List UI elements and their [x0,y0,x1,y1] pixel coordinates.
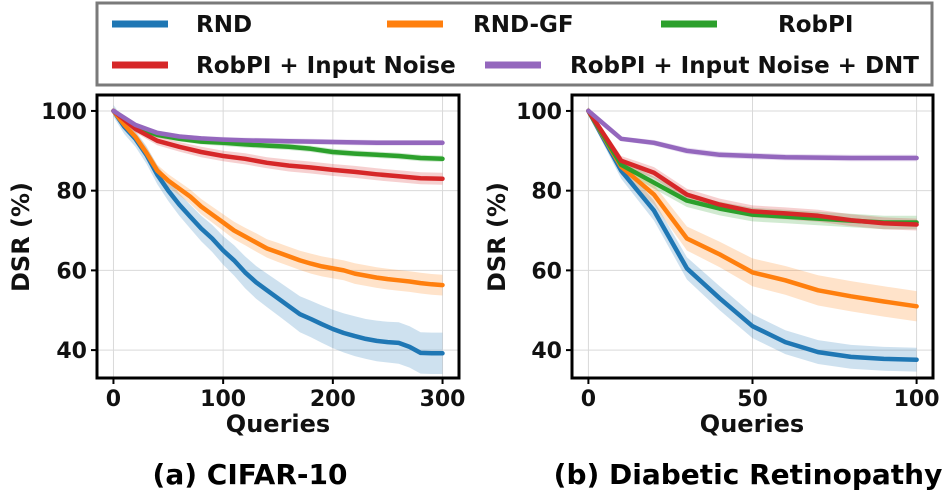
band-rnd-gf [113,107,443,296]
legend-label-rnd: RND [196,12,252,38]
band-robpi [588,107,917,230]
axes-frame-cifar10 [95,93,461,380]
x-tick-label: 0 [106,387,121,412]
ylabel-diabetic-retinopathy: DSR (%) [483,182,511,292]
chart-diabetic-retinopathy: 0 50 100 40 60 80 100 DSR (%) Queries (b) Diab… [483,93,943,491]
series-line-rnd-gf [111,108,445,288]
legend-label-robpi: RobPI [778,12,853,38]
series-line-rnd [586,108,919,362]
ylabel-cifar10: DSR (%) [7,182,35,292]
x-tick-label: 200 [310,387,356,412]
y-tick-label: 40 [56,339,87,364]
y-tick-label: 40 [531,339,562,364]
xlabel-cifar10: Queries [226,410,330,438]
legend-item-robpi-input-noise: RobPI + Input Noise [112,53,456,79]
x-tick-label: 0 [581,387,596,412]
band-robpi-input-noise [588,107,917,231]
y-tick-label: 80 [531,180,562,205]
legend-frame [95,1,934,87]
legend-item-rnd-gf: RND-GF [387,12,574,38]
band-rnd [588,107,917,372]
legend-label-robpi-input-noise-dnt: RobPI + Input Noise + DNT [570,53,919,79]
y-tick-label: 80 [56,180,87,205]
series-line-robpi-input-noise-dnt [586,108,919,161]
series-line-robpi-input-noise [111,108,445,181]
series-line-robpi-input-noise [586,108,919,227]
series-line-rnd-gf [586,108,919,309]
y-tick-label: 100 [41,100,87,125]
caption-cifar10: (a) CIFAR-10 [153,458,348,491]
x-tick-label: 100 [894,387,940,412]
legend-label-robpi-input-noise: RobPI + Input Noise [196,53,456,79]
chart-cifar10: 0 100 200 300 40 60 80 100 DSR (%) Queries (a) … [7,93,466,491]
x-tick-label: 100 [200,387,246,412]
legend-item-rnd: RND [112,12,252,38]
caption-diabetic-retinopathy: (b) Diabetic Retinopathy [554,458,943,491]
x-tick-label: 50 [737,387,768,412]
legend-label-rnd-gf: RND-GF [473,12,574,38]
y-tick-label: 60 [56,259,87,284]
xlabel-diabetic-retinopathy: Queries [700,410,804,438]
legend: RND RND-GF RobPI RobPI + Input Noise RobPI +… [95,1,934,87]
x-tick-label: 300 [420,387,466,412]
y-tick-label: 100 [516,100,562,125]
legend-item-robpi: RobPI [661,12,853,38]
series-line-rnd [111,108,445,356]
y-tick-label: 60 [531,259,562,284]
legend-item-robpi-input-noise-dnt: RobPI + Input Noise + DNT [485,53,919,79]
series-line-robpi-input-noise-dnt [111,108,445,146]
